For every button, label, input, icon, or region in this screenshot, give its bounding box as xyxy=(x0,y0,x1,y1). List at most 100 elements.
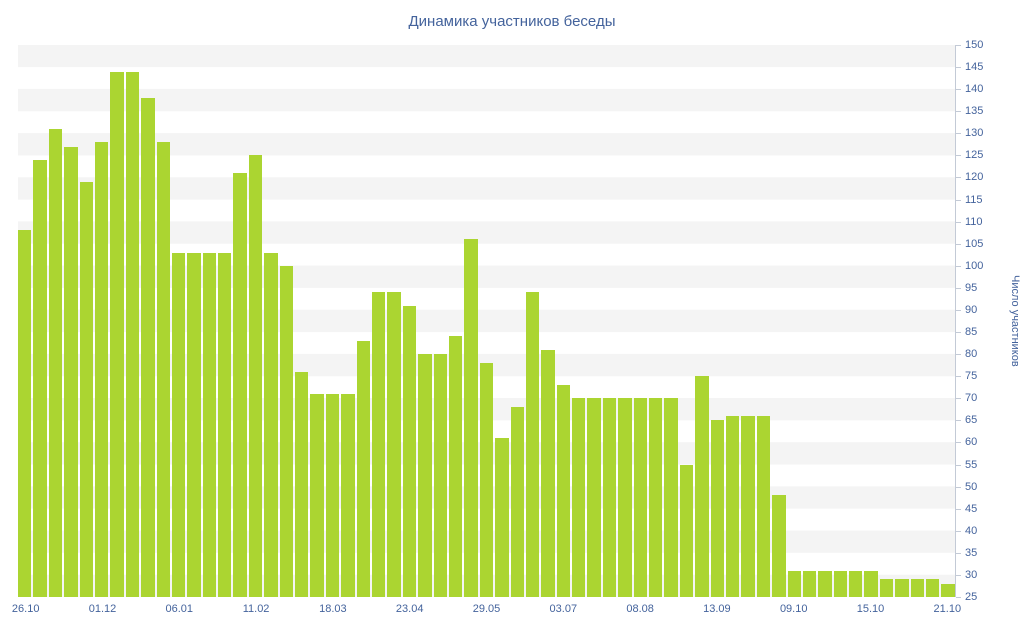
y-axis-label: 35 xyxy=(965,546,978,559)
bar[interactable] xyxy=(141,98,155,597)
y-axis-tick xyxy=(956,354,961,356)
bar[interactable] xyxy=(279,265,294,597)
bar[interactable] xyxy=(64,146,78,597)
bar[interactable] xyxy=(248,155,263,597)
bar[interactable] xyxy=(679,464,694,597)
x-axis-label: 15.10 xyxy=(856,603,885,615)
bar[interactable] xyxy=(418,354,432,597)
bar[interactable] xyxy=(479,362,494,597)
y-axis-tick xyxy=(956,265,961,267)
y-axis-tick xyxy=(956,67,961,69)
bar[interactable] xyxy=(356,340,370,597)
bar[interactable] xyxy=(402,305,417,597)
bar[interactable] xyxy=(695,376,709,597)
bar[interactable] xyxy=(895,579,909,597)
bar[interactable] xyxy=(525,292,540,597)
bar[interactable] xyxy=(341,393,355,597)
y-axis-label: 115 xyxy=(965,193,983,206)
bar[interactable] xyxy=(802,570,817,597)
bar[interactable] xyxy=(741,415,755,597)
bar[interactable] xyxy=(171,252,186,597)
bar[interactable] xyxy=(664,398,678,597)
bar[interactable] xyxy=(572,398,586,597)
bar[interactable] xyxy=(33,159,47,597)
bar[interactable] xyxy=(94,142,109,597)
y-axis-tick xyxy=(956,155,961,157)
y-axis-label: 110 xyxy=(965,215,983,228)
y-axis-label: 105 xyxy=(965,237,984,250)
bar[interactable] xyxy=(202,252,217,597)
bar[interactable] xyxy=(926,579,940,597)
bar[interactable] xyxy=(879,579,894,597)
y-axis-tick xyxy=(956,552,961,554)
bar[interactable] xyxy=(556,385,571,597)
y-axis-label: 75 xyxy=(965,370,978,383)
bar[interactable] xyxy=(325,393,340,597)
bar[interactable] xyxy=(495,438,509,597)
x-axis-label: 26.10 xyxy=(11,603,40,615)
bar[interactable] xyxy=(295,371,309,597)
bar[interactable] xyxy=(710,420,724,597)
y-axis-label: 45 xyxy=(965,502,978,515)
y-axis-label: 120 xyxy=(965,171,984,184)
bar[interactable] xyxy=(371,292,386,597)
bar[interactable] xyxy=(818,570,832,597)
bar[interactable] xyxy=(433,354,447,597)
y-axis-label: 80 xyxy=(965,348,978,361)
y-axis-tick xyxy=(956,309,961,311)
bar[interactable] xyxy=(864,570,878,597)
bar[interactable] xyxy=(772,495,786,597)
y-axis-tick xyxy=(956,221,961,223)
bar[interactable] xyxy=(18,230,32,597)
y-axis-tick xyxy=(956,376,961,378)
y-axis-tick xyxy=(956,332,961,334)
bar[interactable] xyxy=(156,142,170,597)
bar[interactable] xyxy=(725,415,740,597)
bar[interactable] xyxy=(264,252,278,597)
bar[interactable] xyxy=(387,292,401,597)
y-axis-tick xyxy=(956,530,961,532)
bar[interactable] xyxy=(587,398,601,597)
bar[interactable] xyxy=(233,173,247,597)
y-axis-tick xyxy=(956,420,961,422)
bar[interactable] xyxy=(849,570,863,597)
y-axis-tick xyxy=(956,464,961,466)
bar[interactable] xyxy=(787,570,801,597)
bar[interactable] xyxy=(110,71,124,597)
bar[interactable] xyxy=(310,393,324,597)
y-axis-tick xyxy=(956,89,961,91)
bar[interactable] xyxy=(910,579,925,597)
bar[interactable] xyxy=(941,583,955,597)
y-axis-label: 60 xyxy=(965,436,978,449)
bar[interactable] xyxy=(618,398,632,597)
bar[interactable] xyxy=(48,128,63,597)
y-axis-tick xyxy=(956,574,961,576)
bar[interactable] xyxy=(633,398,648,597)
bar[interactable] xyxy=(756,415,771,597)
bar[interactable] xyxy=(510,407,524,597)
y-axis-tick xyxy=(956,287,961,289)
bar[interactable] xyxy=(602,398,617,597)
y-axis-tick xyxy=(956,508,961,510)
bar[interactable] xyxy=(125,71,140,597)
x-axis-label: 08.08 xyxy=(626,603,654,615)
y-axis-label: 85 xyxy=(965,326,978,339)
y-axis-label: 25 xyxy=(965,591,978,603)
y-axis-tick xyxy=(956,199,961,201)
y-axis-tick xyxy=(956,243,961,245)
bar[interactable] xyxy=(79,181,93,597)
bar[interactable] xyxy=(218,252,232,597)
y-axis-label: 150 xyxy=(965,39,984,51)
y-axis-label: 65 xyxy=(965,414,978,427)
bar[interactable] xyxy=(187,252,201,597)
y-axis-label: 90 xyxy=(965,303,978,316)
x-axis-label: 21.10 xyxy=(933,603,962,615)
bar[interactable] xyxy=(833,570,848,597)
bar[interactable] xyxy=(541,349,555,597)
x-axis-label: 23.04 xyxy=(395,603,424,615)
bar[interactable] xyxy=(464,239,478,597)
bar[interactable] xyxy=(649,398,663,597)
bar[interactable] xyxy=(448,336,463,597)
y-axis-label: 40 xyxy=(965,524,978,537)
y-axis-label: 125 xyxy=(965,149,984,162)
